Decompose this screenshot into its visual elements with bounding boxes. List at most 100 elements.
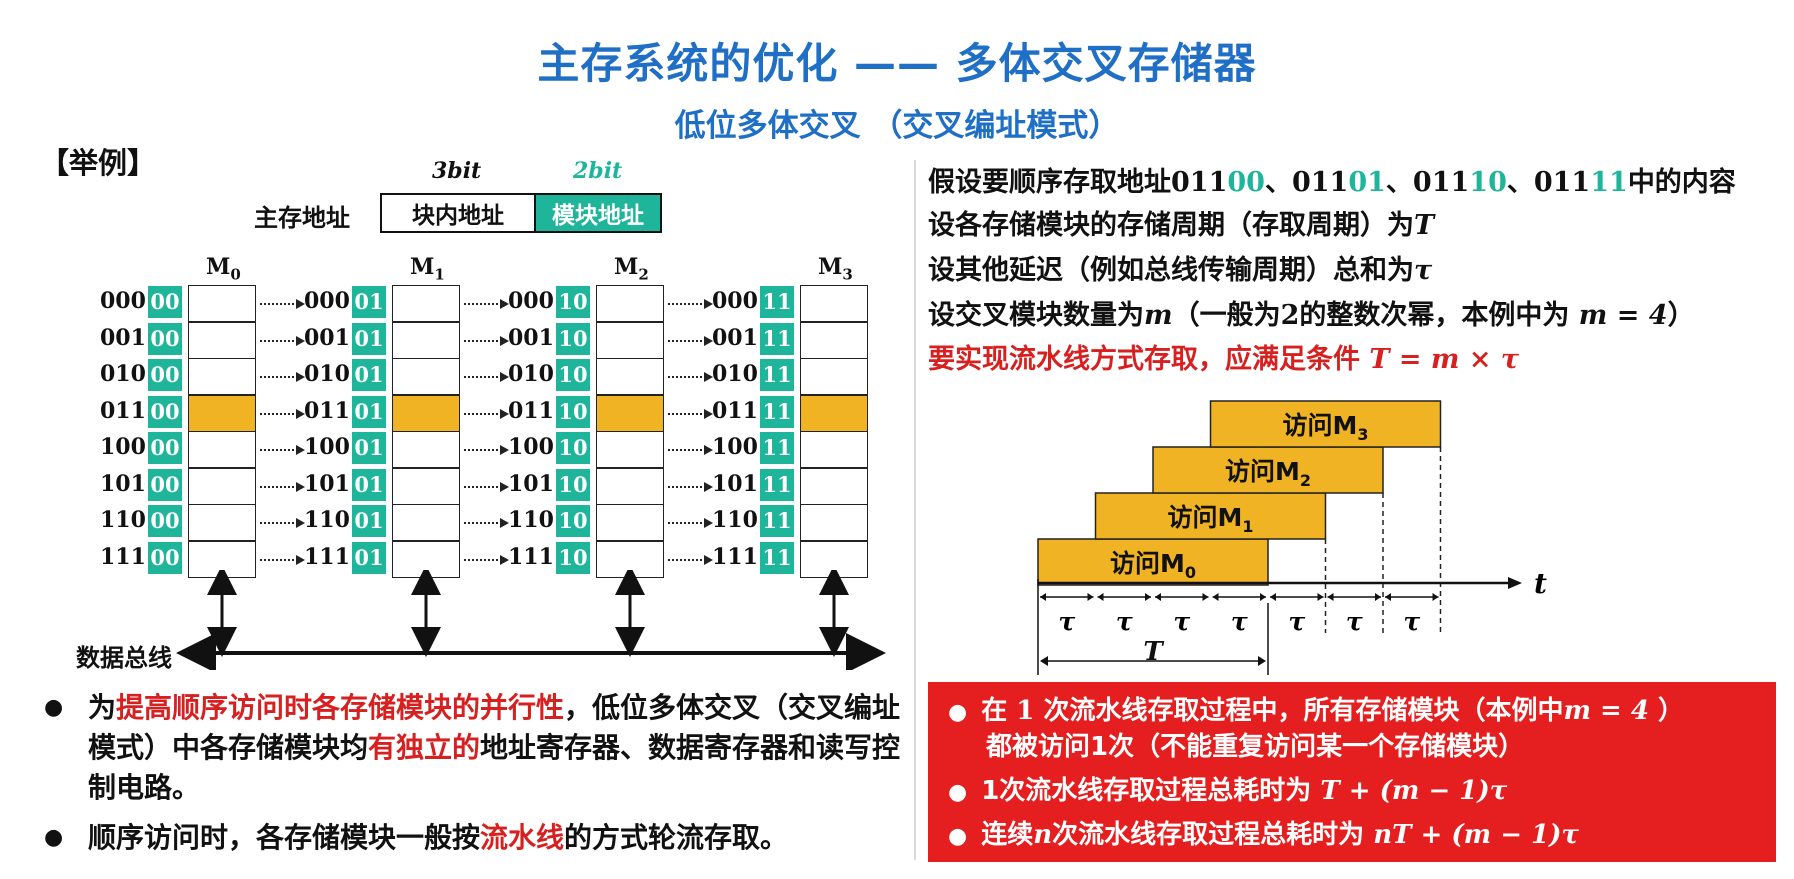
tau-tick-right [1087, 593, 1094, 601]
address-module-bits: 00 [148, 286, 182, 318]
sequence-arrow [464, 449, 502, 451]
low-bits-label: 2bit [573, 158, 623, 184]
memory-cell [392, 467, 460, 505]
address-high-bits: 011 [304, 397, 350, 424]
memory-cell [596, 504, 664, 541]
sequence-arrowhead [704, 335, 713, 346]
address-high-bits: 100 [508, 434, 554, 460]
right-line-2: 设各存储模块的存储周期（存取周期）为T [928, 210, 1435, 241]
example-label: 【举例】 [40, 146, 157, 180]
module-name-m2: M2 [614, 254, 649, 284]
page-subtitle: 低位多体交叉 （交叉编址模式） [674, 108, 1120, 144]
address-module-bits: 10 [556, 432, 590, 464]
tau-tick-left [1385, 593, 1391, 601]
access-bar-label: 访问M0 [1110, 549, 1196, 582]
memory-cell [392, 285, 460, 322]
module-name-m1: M1 [410, 254, 445, 284]
sequence-arrow [260, 522, 298, 524]
tau-label: τ [1058, 607, 1075, 636]
address-high-bits: 101 [100, 470, 146, 497]
address-module-bits: 00 [148, 395, 182, 428]
address-high-bits: 100 [100, 434, 146, 460]
sequence-arrow [464, 376, 502, 378]
access-bar-label: 访问M2 [1225, 457, 1311, 490]
sequence-arrow [464, 558, 502, 561]
module-name-m0: M0 [206, 254, 241, 284]
address-module-bits: 11 [760, 468, 794, 501]
sequence-arrow [668, 485, 706, 488]
memory-cell [392, 358, 460, 395]
bullet-dot: ● [44, 825, 64, 850]
tau-tick-left [1327, 593, 1334, 601]
address-module-bits: 11 [760, 432, 794, 464]
sequence-arrow [668, 412, 706, 415]
right-line-4: 设交叉模块数量为m（一般为2的整数次幂，本例中为 m = 4） [928, 300, 1695, 331]
sequence-arrowhead [500, 518, 509, 528]
sequence-arrow [668, 303, 706, 305]
address-high-bits: 011 [508, 397, 554, 424]
memory-cell [188, 394, 256, 432]
address-high-bits: 110 [712, 507, 758, 533]
access-bar-m2 [1152, 446, 1384, 494]
address-module-bits: 00 [148, 432, 182, 464]
bullet-dot: ● [44, 695, 64, 720]
left-bullet-1: ● 为提高顺序访问时各存储模块的并行性，低位多体交叉（交叉编址模式）中各存储模块均… [44, 688, 924, 808]
address-module-bits: 11 [760, 322, 794, 355]
sequence-arrowhead [500, 335, 509, 346]
time-axis-arrowhead [1508, 577, 1522, 589]
sequence-arrowhead [500, 481, 509, 492]
address-module-bits: 11 [760, 505, 794, 537]
address-module-bits: 01 [352, 468, 386, 501]
address-module-bits: 00 [148, 322, 182, 355]
pipeline-condition: 要实现流水线方式存取，应满足条件 T = m × τ [928, 344, 1520, 375]
tau-label: τ [1346, 607, 1363, 636]
address-high-bits: 000 [712, 288, 758, 314]
address-high-bits: 000 [304, 288, 350, 314]
sequence-arrowhead [296, 554, 305, 565]
right-line-3: 设其他延迟（例如总线传输周期）总和为τ [928, 255, 1433, 286]
address-module-bits: 01 [352, 432, 386, 464]
memory-cell [188, 285, 256, 322]
address-high-bits: 010 [712, 361, 758, 387]
sequence-arrow [668, 339, 706, 342]
memory-cell [392, 504, 460, 541]
page-title: 主存系统的优化 —— 多体交叉存储器 [537, 39, 1257, 88]
address-module-bits: 10 [556, 541, 590, 574]
sequence-arrowhead [500, 372, 509, 382]
address-module-bits: 01 [352, 286, 386, 318]
period-arrow-left [1040, 656, 1048, 666]
address-module-bits: 10 [556, 505, 590, 537]
memory-cell [596, 467, 664, 505]
address-module-bits: 00 [148, 505, 182, 537]
sequence-arrow [668, 376, 706, 378]
tau-tick-right [1375, 593, 1381, 601]
address-high-bits: 111 [508, 543, 554, 570]
sequence-arrowhead [296, 372, 305, 382]
sequence-arrowhead [704, 299, 713, 309]
memory-cell [188, 431, 256, 468]
data-bus-label: 数据总线 [76, 644, 172, 672]
sequence-arrow [464, 522, 502, 524]
sequence-arrowhead [500, 299, 509, 309]
memory-cell [596, 321, 664, 359]
block-address-field: 块内地址 [380, 193, 536, 233]
address-module-bits: 01 [352, 322, 386, 355]
tau-label: τ [1231, 607, 1248, 636]
high-bits-label: 3bit [432, 158, 482, 184]
address-high-bits: 001 [508, 324, 554, 351]
memory-cell [800, 321, 868, 359]
address-high-bits: 001 [100, 324, 146, 351]
memory-cell [392, 321, 460, 359]
memory-cell [188, 358, 256, 395]
sequence-arrowhead [296, 408, 305, 419]
sequence-arrowhead [704, 408, 713, 419]
address-high-bits: 111 [712, 543, 758, 570]
address-high-bits: 011 [100, 397, 146, 424]
access-bar-m0 [1037, 538, 1269, 586]
data-bus-diagram [176, 570, 886, 670]
address-module-bits: 11 [760, 395, 794, 428]
tau-label: τ [1116, 607, 1133, 636]
memory-cell [188, 504, 256, 541]
summary-item-2: ● 1次流水线存取过程总耗时为 T + (m − 1)τ [948, 776, 1508, 806]
